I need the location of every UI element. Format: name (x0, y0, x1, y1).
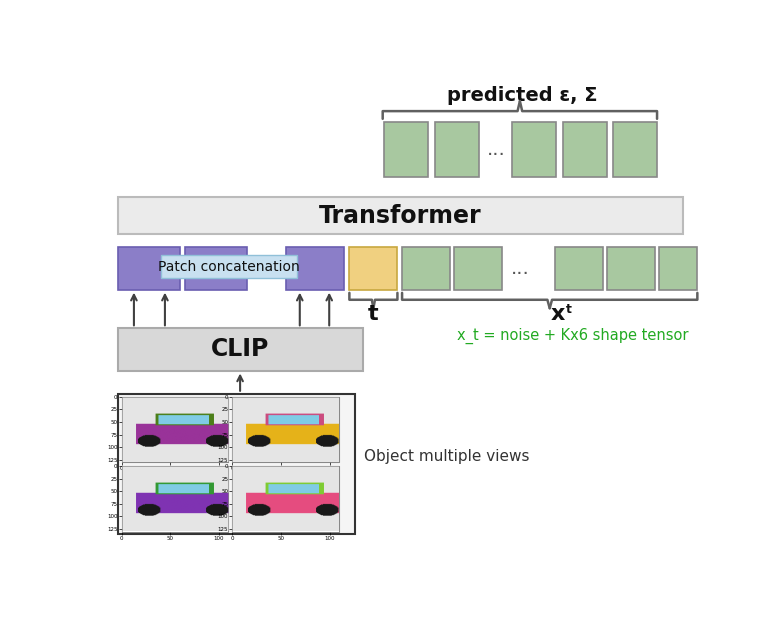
Text: ...: ... (488, 140, 506, 159)
Bar (658, 247, 697, 290)
Bar (402, 247, 450, 290)
Text: Patch concatenation: Patch concatenation (158, 260, 300, 274)
Text: x_t = noise + Kx6 shape tensor: x_t = noise + Kx6 shape tensor (457, 328, 689, 344)
Bar (119, 394, 355, 534)
Bar (119, 328, 363, 371)
Bar (119, 197, 682, 234)
Text: t: t (566, 303, 571, 316)
Bar (161, 255, 296, 278)
Bar (122, 397, 229, 462)
Bar (562, 122, 607, 177)
Bar (349, 247, 398, 290)
Bar (232, 397, 339, 462)
Bar (122, 466, 229, 531)
Bar (119, 247, 180, 290)
Bar (454, 247, 502, 290)
Text: x: x (550, 305, 565, 324)
Bar (285, 247, 344, 290)
Bar (512, 122, 556, 177)
Bar (613, 122, 657, 177)
Text: predicted ε, Σ: predicted ε, Σ (447, 87, 597, 105)
Text: ...: ... (510, 259, 530, 278)
Bar (555, 247, 603, 290)
Text: t: t (368, 305, 379, 324)
Bar (607, 247, 654, 290)
Bar (232, 466, 339, 531)
Bar (385, 122, 428, 177)
Text: Transformer: Transformer (319, 204, 482, 228)
Bar (434, 122, 479, 177)
Text: Object multiple views: Object multiple views (364, 449, 530, 464)
Text: CLIP: CLIP (211, 337, 270, 362)
Bar (185, 247, 247, 290)
